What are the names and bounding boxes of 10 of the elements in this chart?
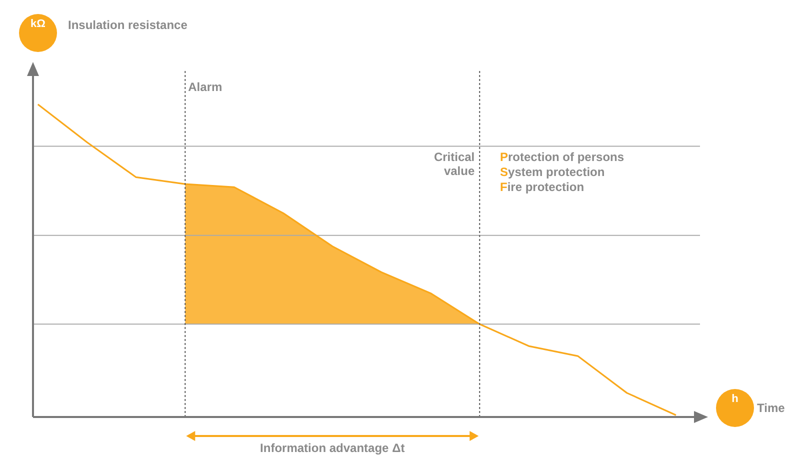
text: Insulation resistance: [68, 18, 188, 32]
annotation: Protection of persons: [500, 150, 624, 164]
text: Alarm: [188, 80, 222, 94]
x-axis-title: h: [730, 393, 740, 405]
text: Critical value: [434, 150, 475, 178]
annotation: System protection: [500, 165, 605, 179]
annotation: Fire protection: [500, 180, 584, 194]
text: kΩ: [30, 18, 46, 30]
text: Time: [757, 401, 785, 415]
text: Information advantage Δt: [259, 441, 406, 455]
